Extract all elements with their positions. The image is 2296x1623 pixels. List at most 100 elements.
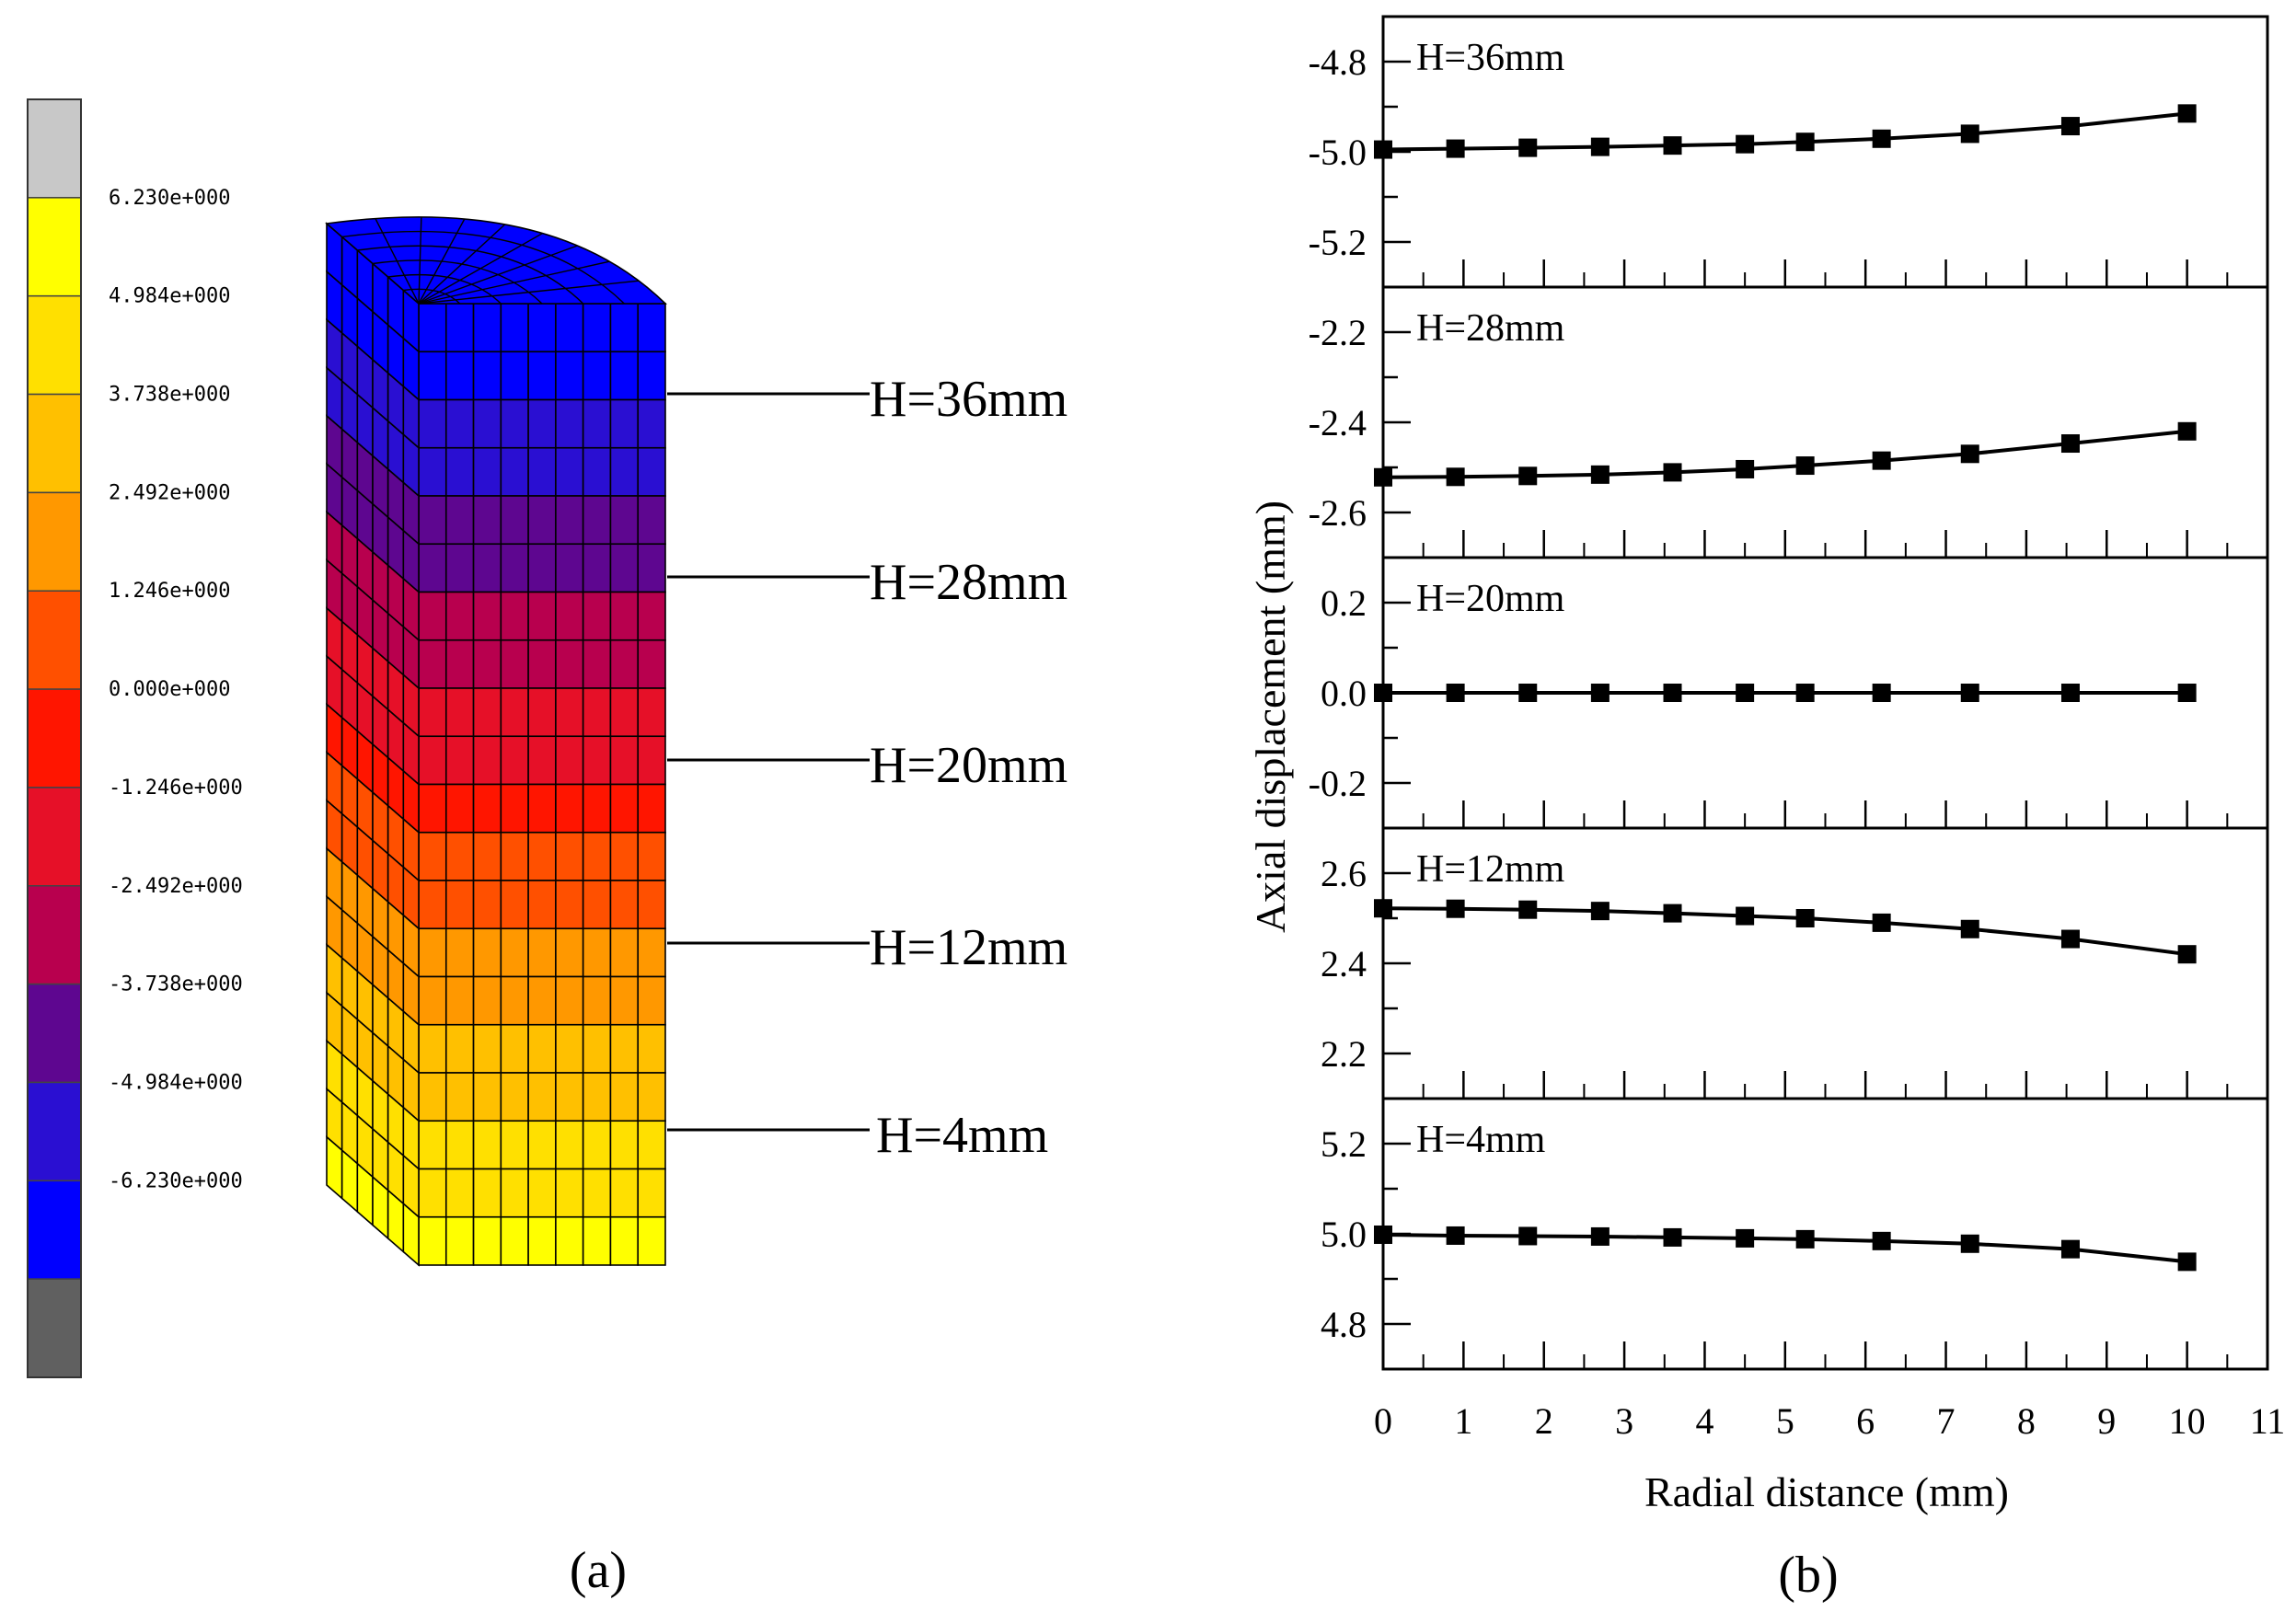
mesh-element — [472, 351, 502, 401]
panel-b-caption: (b) — [1778, 1547, 1838, 1604]
mesh-element — [582, 1168, 612, 1218]
mesh-element — [418, 735, 447, 786]
mesh-element — [582, 880, 612, 930]
data-point — [1518, 466, 1538, 486]
data-point — [1960, 919, 1979, 938]
mesh-element — [609, 831, 640, 881]
mesh-element — [444, 831, 475, 881]
data-point — [1590, 137, 1610, 156]
x-tick-label: 11 — [2250, 1400, 2286, 1442]
mesh-element — [527, 303, 557, 353]
mesh-element — [527, 639, 557, 689]
mesh-element — [418, 446, 447, 497]
mesh-element — [472, 735, 502, 786]
mesh-element — [609, 303, 640, 353]
mesh-element — [582, 495, 612, 546]
y-tick-label: 2.6 — [1321, 853, 1367, 894]
mesh-element — [555, 1168, 584, 1218]
mesh-element — [472, 1120, 502, 1170]
mesh-element — [609, 446, 640, 497]
y-tick-label: 5.2 — [1321, 1123, 1367, 1165]
data-point — [1446, 684, 1465, 702]
mesh-radial-line — [418, 280, 640, 305]
mesh-element — [609, 1168, 640, 1218]
mesh-element — [500, 495, 529, 546]
mesh-element — [609, 975, 640, 1026]
data-point — [1446, 467, 1465, 487]
mesh-element — [472, 831, 502, 881]
mesh-element — [637, 1023, 666, 1074]
mesh-element — [527, 1120, 557, 1170]
colorbar-frame — [27, 98, 82, 1378]
mesh-element — [472, 446, 502, 497]
mesh-element — [402, 1202, 420, 1267]
mesh-element — [444, 687, 475, 738]
colorbar-segment — [27, 1278, 82, 1378]
y-tick-label: 0.0 — [1321, 673, 1367, 714]
mesh-element — [472, 639, 502, 689]
mesh-element — [418, 591, 447, 641]
mesh-element — [609, 735, 640, 786]
mesh-element — [582, 639, 612, 689]
x-tick-label: 1 — [1454, 1400, 1472, 1442]
y-tick-label: -2.6 — [1309, 492, 1367, 534]
mesh-element — [418, 1023, 447, 1074]
mesh-element — [555, 831, 584, 881]
mesh-element — [444, 735, 475, 786]
mesh-element — [637, 495, 666, 546]
mesh-element — [582, 543, 612, 593]
colorbar-tick: 4.984e+000 — [109, 285, 230, 308]
mesh-element — [418, 1215, 447, 1266]
mesh-element — [609, 1215, 640, 1266]
colorbar-tick: -6.230e+000 — [109, 1169, 243, 1192]
mesh-element — [418, 927, 447, 978]
mesh-element — [444, 303, 475, 353]
series-label: H=36mm — [1416, 37, 1565, 79]
mesh-element — [418, 1120, 447, 1170]
mesh-element — [418, 880, 447, 930]
x-tick-label: 5 — [1776, 1400, 1794, 1442]
height-label-36: H=36mm — [870, 371, 1067, 428]
y-tick-label: -5.0 — [1309, 132, 1367, 173]
mesh-element — [637, 927, 666, 978]
mesh-element — [637, 687, 666, 738]
mesh-element — [555, 1023, 584, 1074]
data-point — [2060, 684, 2080, 702]
mesh-element — [472, 1023, 502, 1074]
colorbar-tick: 2.492e+000 — [109, 481, 230, 504]
mesh-element — [582, 446, 612, 497]
mesh-element — [582, 735, 612, 786]
series-label: H=12mm — [1416, 848, 1565, 891]
x-tick-label: 3 — [1615, 1400, 1633, 1442]
mesh-element — [637, 975, 666, 1026]
mesh-element — [418, 351, 447, 401]
mesh-element — [555, 543, 584, 593]
colorbar-segment — [27, 688, 82, 788]
mesh-element — [637, 398, 666, 449]
mesh-element — [609, 591, 640, 641]
data-point — [1663, 684, 1682, 702]
mesh-element — [444, 880, 475, 930]
colorbar-segment — [27, 885, 82, 985]
mesh-element — [582, 1072, 612, 1122]
mesh-element — [500, 1120, 529, 1170]
mesh-element — [609, 1023, 640, 1074]
mesh-element — [637, 446, 666, 497]
mesh-element — [609, 783, 640, 834]
data-point — [1960, 684, 1979, 702]
mesh-element — [637, 351, 666, 401]
mesh-radial-line — [375, 218, 420, 305]
mesh-element — [555, 927, 584, 978]
data-point — [1872, 1231, 1891, 1250]
mesh-element — [472, 543, 502, 593]
mesh-element — [418, 639, 447, 689]
mesh-element — [500, 1023, 529, 1074]
data-point — [1446, 139, 1465, 158]
mesh-element — [472, 1215, 502, 1266]
mesh-element — [444, 1023, 475, 1074]
mesh-element — [637, 543, 666, 593]
colorbar-tick: 1.246e+000 — [109, 580, 230, 603]
data-point — [1590, 465, 1610, 484]
mesh-element — [555, 639, 584, 689]
data-point — [1736, 684, 1755, 702]
